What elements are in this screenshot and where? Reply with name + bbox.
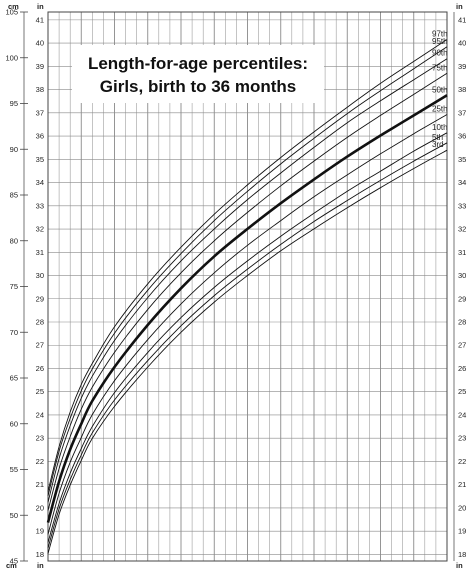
percentile-label-97th: 97th	[432, 29, 448, 38]
in-tick-label-right: 26	[458, 364, 466, 373]
in-tick-label-right: 41	[458, 15, 466, 24]
in-tick-label-right: 34	[458, 178, 466, 187]
right-unit-label-bottom: in	[456, 561, 463, 570]
percentile-label-95th: 95th	[432, 37, 448, 46]
percentile-label-50th: 50th	[432, 85, 448, 94]
in-tick-label-left: 23	[36, 434, 44, 443]
in-tick-label-left: 27	[36, 341, 44, 350]
in-tick-label-right: 25	[458, 387, 466, 396]
in-tick-label-right: 23	[458, 434, 466, 443]
in-tick-label-right: 30	[458, 271, 466, 280]
chart-title: Length-for-age percentiles:	[88, 54, 308, 73]
in-tick-label-left: 33	[36, 201, 44, 210]
percentile-curve-90th	[47, 58, 448, 503]
in-tick-label-left: 40	[36, 39, 44, 48]
cm-tick-label: 45	[10, 557, 18, 566]
in-tick-label-right: 21	[458, 480, 466, 489]
in-tick-label-right: 24	[458, 410, 466, 419]
in-tick-label-left: 21	[36, 480, 44, 489]
in-tick-label-left: 28	[36, 318, 44, 327]
in-tick-label-left: 22	[36, 457, 44, 466]
chart-subtitle: Girls, birth to 36 months	[100, 77, 296, 96]
cm-tick-label: 65	[10, 374, 18, 383]
inner-left-unit-label-top: in	[37, 2, 44, 11]
percentile-curve-75th	[47, 72, 448, 511]
in-tick-label-left: 34	[36, 178, 44, 187]
in-tick-label-right: 18	[458, 550, 466, 559]
left-unit-label-top: cm	[8, 2, 19, 11]
in-tick-label-left: 25	[36, 387, 44, 396]
percentile-curve-25th	[47, 114, 448, 535]
percentile-curve-3rd	[47, 149, 448, 554]
percentile-curve-5th	[47, 142, 448, 549]
cm-tick-label: 90	[10, 145, 18, 154]
in-tick-label-left: 39	[36, 62, 44, 71]
in-tick-label-right: 31	[458, 248, 466, 257]
percentile-label-90th: 90th	[432, 49, 448, 58]
right-unit-label-top: in	[456, 2, 463, 11]
percentile-label-3rd: 3rd	[432, 140, 444, 149]
percentile-curve-10th	[47, 132, 448, 543]
in-tick-label-right: 20	[458, 503, 466, 512]
cm-tick-label: 105	[5, 8, 18, 17]
in-tick-label-right: 28	[458, 318, 466, 327]
percentile-label-10th: 10th	[432, 123, 448, 132]
cm-tick-label: 60	[10, 419, 18, 428]
in-tick-label-left: 35	[36, 155, 44, 164]
in-tick-label-right: 40	[458, 39, 466, 48]
percentile-label-5th: 5th	[432, 133, 443, 142]
in-tick-label-left: 41	[36, 15, 44, 24]
percentile-label-25th: 25th	[432, 104, 448, 113]
in-tick-label-right: 22	[458, 457, 466, 466]
in-tick-label-left: 32	[36, 225, 44, 234]
in-tick-label-left: 26	[36, 364, 44, 373]
in-tick-label-right: 36	[458, 132, 466, 141]
title-box	[72, 45, 324, 103]
in-tick-label-left: 36	[36, 132, 44, 141]
inner-left-unit-label-bottom: in	[37, 561, 44, 570]
cm-tick-label: 100	[5, 53, 18, 62]
cm-tick-label: 95	[10, 99, 18, 108]
in-tick-label-left: 37	[36, 108, 44, 117]
axis-layer: 45 50 55 60 65 70 75 80 85 90 95 100 105 18 18 19 19 20 20…	[5, 8, 466, 566]
percentile-label-75th: 75th	[432, 63, 448, 72]
cm-tick-label: 55	[10, 465, 18, 474]
left-unit-label-bottom: cm	[6, 561, 17, 570]
in-tick-label-right: 29	[458, 294, 466, 303]
in-tick-label-right: 33	[458, 201, 466, 210]
cm-tick-label: 75	[10, 282, 18, 291]
series-layer	[46, 39, 448, 554]
in-tick-label-left: 20	[36, 503, 44, 512]
in-tick-label-right: 37	[458, 108, 466, 117]
in-tick-label-right: 35	[458, 155, 466, 164]
in-tick-label-right: 39	[458, 62, 466, 71]
in-tick-label-right: 38	[458, 85, 466, 94]
in-tick-label-right: 27	[458, 341, 466, 350]
in-tick-label-left: 19	[36, 527, 44, 536]
in-tick-label-right: 32	[458, 225, 466, 234]
cm-tick-label: 80	[10, 236, 18, 245]
percentile-curve-50th	[46, 94, 448, 523]
in-tick-label-left: 30	[36, 271, 44, 280]
cm-tick-label: 70	[10, 328, 18, 337]
in-tick-label-left: 18	[36, 550, 44, 559]
plot-frame	[47, 11, 448, 562]
in-tick-label-left: 31	[36, 248, 44, 257]
percentile-curve-95th	[47, 46, 448, 497]
in-tick-label-left: 38	[36, 85, 44, 94]
percentile-curve-97th	[47, 39, 448, 492]
in-tick-label-left: 24	[36, 410, 44, 419]
in-tick-label-left: 29	[36, 294, 44, 303]
cm-tick-label: 50	[10, 511, 18, 520]
cm-tick-label: 85	[10, 191, 18, 200]
in-tick-label-right: 19	[458, 527, 466, 536]
